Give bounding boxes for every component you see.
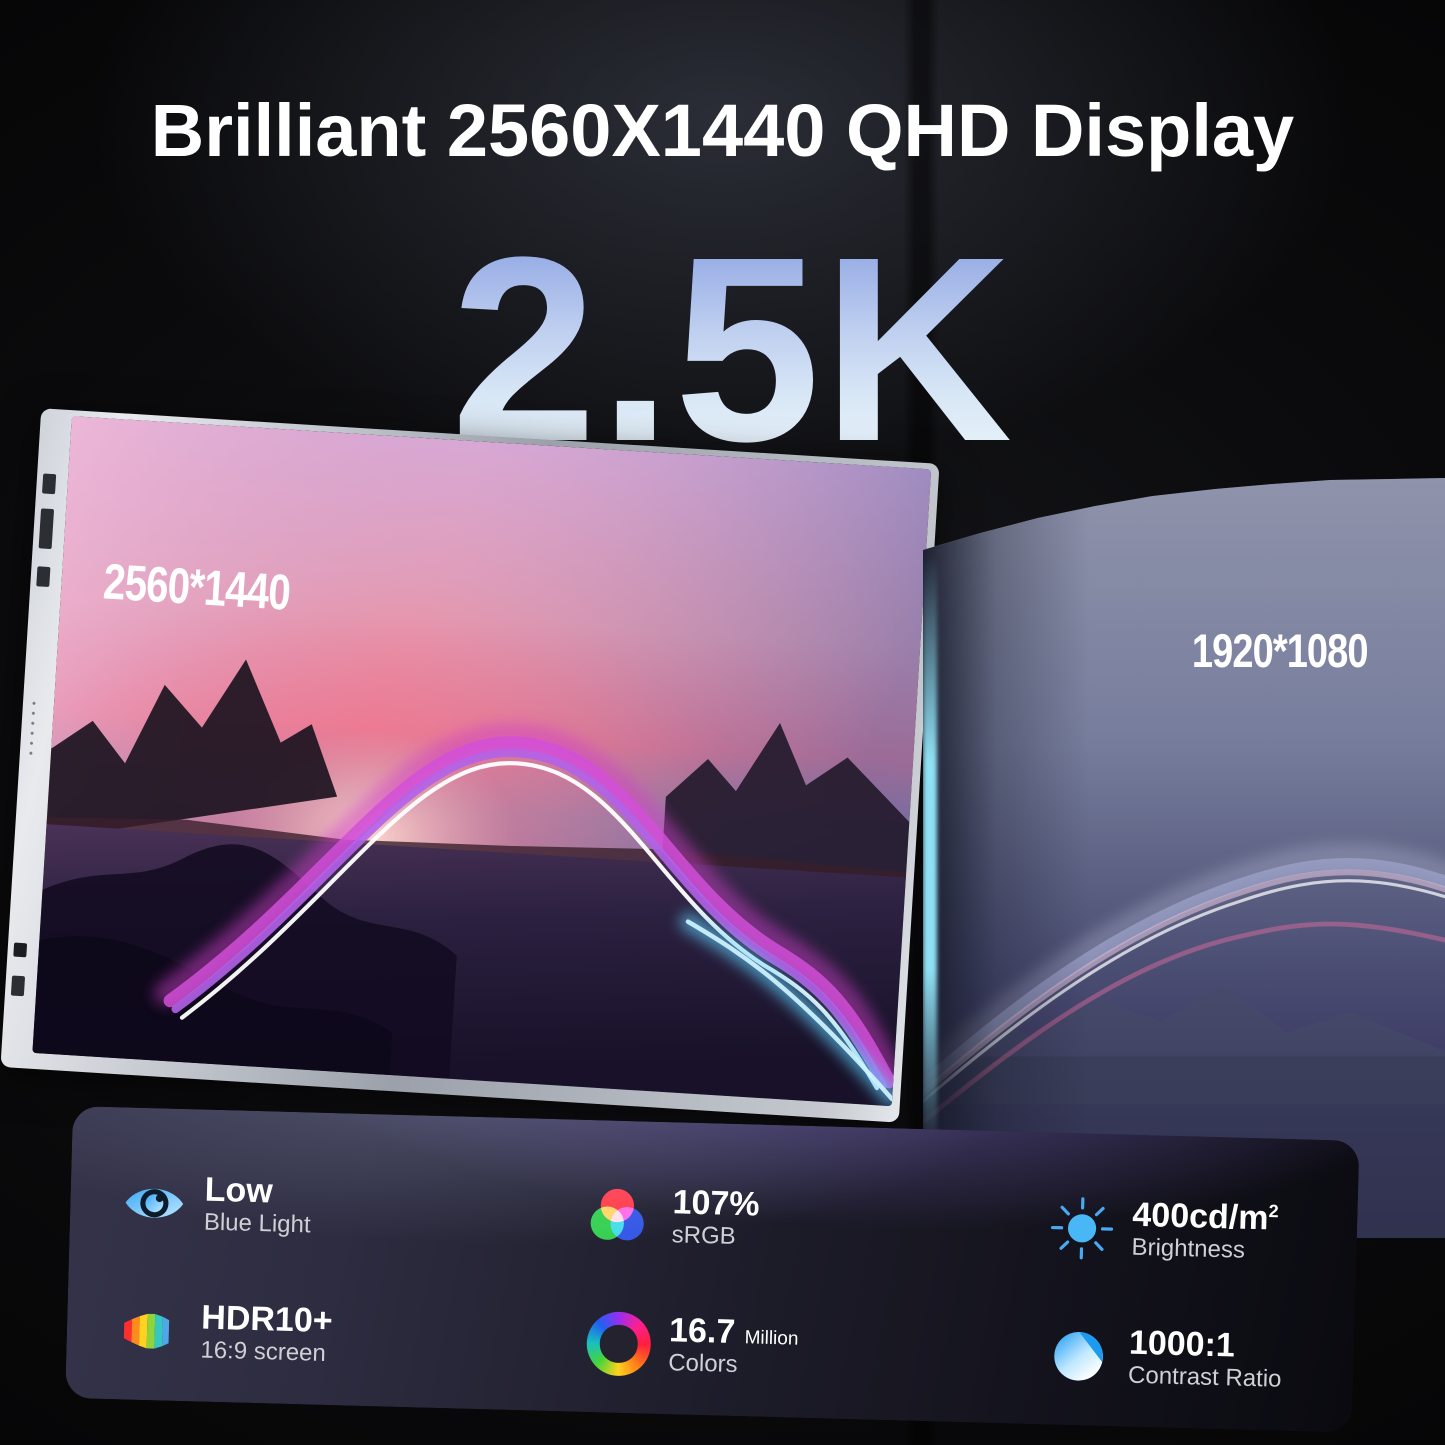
svg-text:2560*1440: 2560*1440: [102, 553, 292, 621]
